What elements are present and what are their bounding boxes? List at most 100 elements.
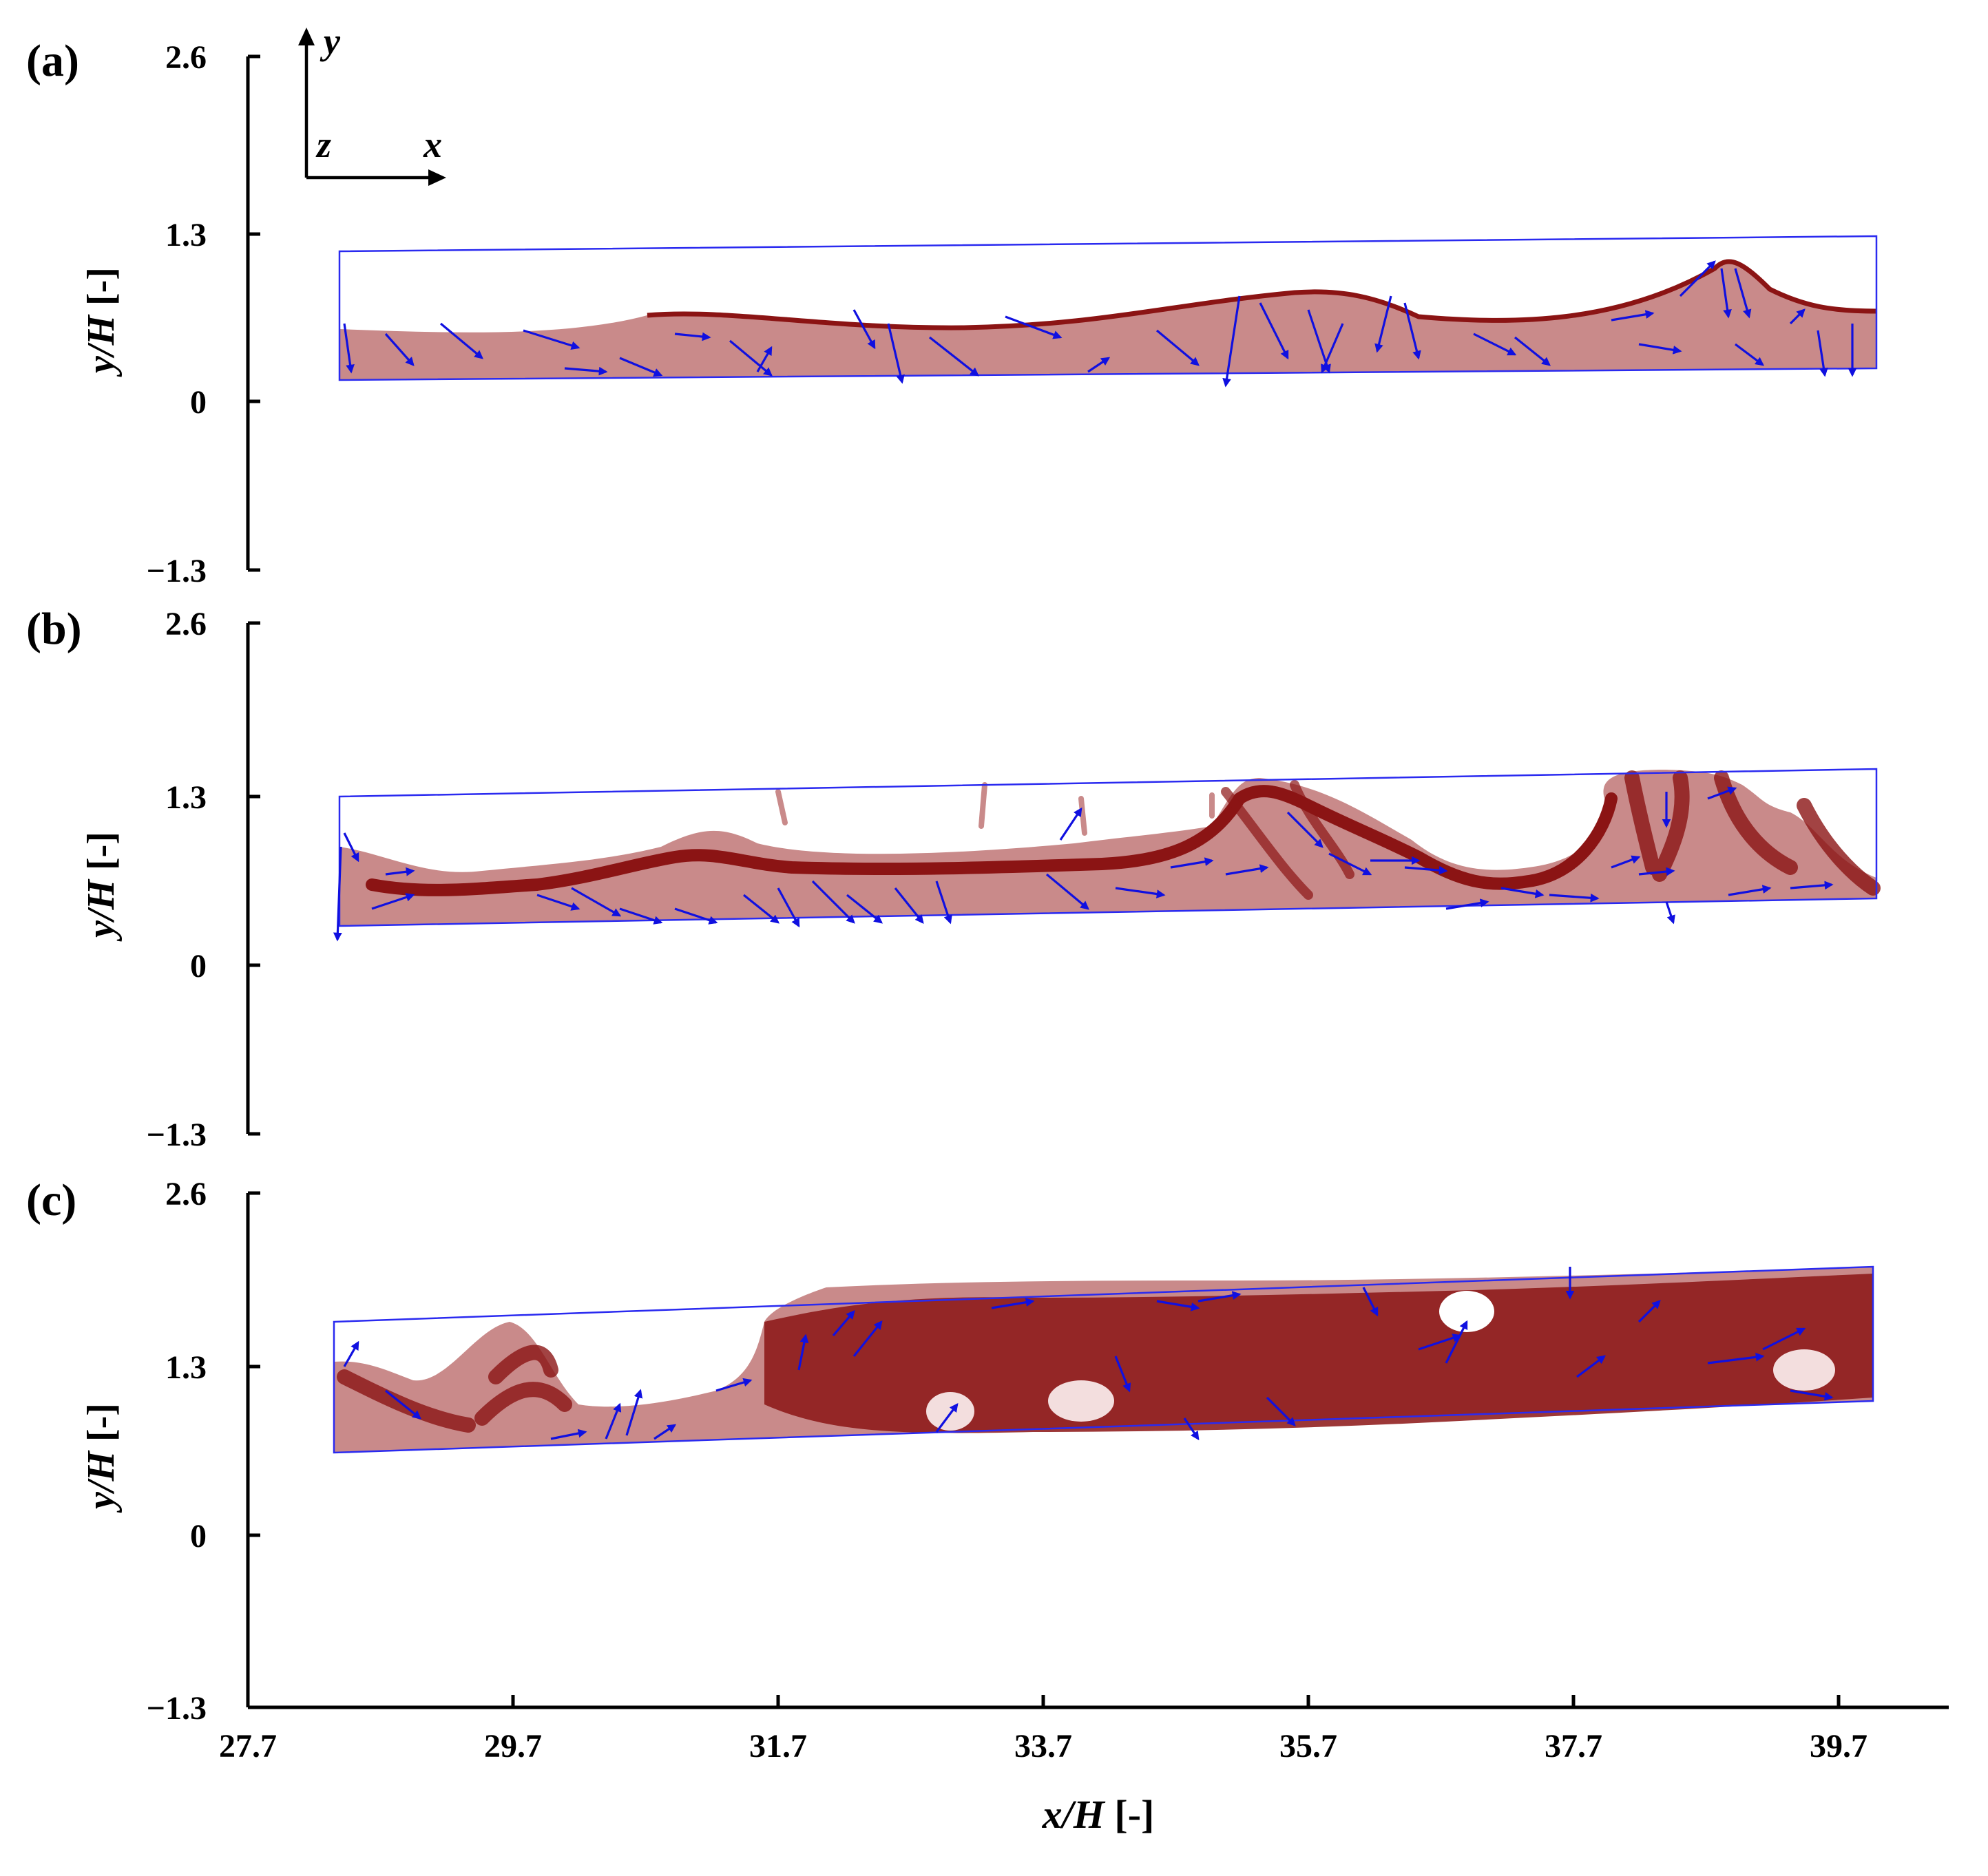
velocity-arrow (991, 1298, 1035, 1309)
velocity-arrow (1266, 1396, 1296, 1426)
velocity-arrow (619, 907, 663, 925)
panel-b-label: (b) (26, 604, 82, 654)
velocity-arrow (1611, 855, 1641, 869)
panel-c-ytick-label: 0 (190, 1518, 207, 1554)
velocity-arrow (1005, 315, 1063, 339)
velocity-arrow (1473, 333, 1517, 356)
panel-b-interface-band (366, 785, 1618, 896)
velocity-arrow (1362, 1287, 1379, 1317)
velocity-arrow (777, 887, 800, 928)
panel-a-ytick-label: 2.6 (165, 39, 207, 76)
velocity-arrow (935, 881, 952, 925)
svg-text:y/H [-]: y/H [-] (80, 267, 123, 377)
velocity-arrow (1286, 811, 1323, 848)
velocity-arrow (439, 322, 483, 359)
velocity-arrow (1374, 295, 1392, 353)
panel-b-droplets (775, 782, 1215, 836)
velocity-arrow (1222, 295, 1241, 388)
velocity-arrow (564, 366, 608, 376)
velocity-arrow (1445, 898, 1489, 910)
velocity-arrow (1817, 330, 1828, 377)
velocity-arrow (1638, 343, 1682, 355)
velocity-arrow (887, 323, 905, 384)
panel-a-ytick-label: −1.3 (147, 553, 207, 589)
panel-c-dense-region (764, 1274, 1873, 1433)
velocity-arrow (894, 887, 924, 924)
velocity-arrow (1259, 302, 1289, 360)
velocity-arrow (743, 894, 779, 924)
velocity-arrow (832, 1310, 855, 1337)
panel-c-void (926, 1392, 974, 1431)
panel-b-ytick-label: 0 (190, 948, 207, 984)
velocity-arrow (371, 893, 415, 910)
triad-y-label: y (320, 21, 341, 62)
velocity-arrow (523, 329, 580, 350)
velocity-arrow (1611, 310, 1655, 322)
panel-c-y-axis-title: y/H [-] (80, 1403, 123, 1513)
panel-b-y-axis-title: y/H [-] (80, 832, 123, 942)
velocity-arrow (1790, 1389, 1834, 1401)
velocity-arrow (1707, 1352, 1765, 1364)
panel-a-ytick-label: 0 (190, 384, 207, 421)
panel-c-domain-outline (333, 1265, 1874, 1454)
panel-c-void (1048, 1380, 1114, 1422)
panel-a-interface-line (647, 259, 1877, 330)
xtick-label: 37.7 (1545, 1728, 1602, 1764)
velocity-arrow (384, 333, 415, 366)
velocity-arrow (1087, 357, 1111, 373)
panel-a: (a) 2.6 1.3 0 −1.3 y/H [-] y z x (26, 21, 1878, 589)
velocity-arrow (1549, 893, 1600, 903)
velocity-arrow (1762, 1327, 1806, 1351)
velocity-arrow (1045, 873, 1089, 910)
velocity-arrow (1500, 887, 1545, 898)
velocity-arrow (1321, 323, 1344, 374)
panel-a-velocity-vectors (343, 260, 1857, 388)
velocity-arrow (343, 832, 359, 863)
velocity-arrow (605, 1402, 622, 1440)
velocity-arrow (1403, 302, 1421, 360)
velocity-arrow (674, 332, 711, 341)
svg-text:y/H [-]: y/H [-] (80, 1403, 123, 1513)
panel-c-ytick-label: 1.3 (165, 1349, 207, 1386)
panel-c-ytick-label: −1.3 (147, 1690, 207, 1727)
panel-b-ytick-label: −1.3 (147, 1117, 207, 1153)
panel-b-ligaments-mid (1221, 780, 1354, 900)
velocity-arrow (756, 346, 773, 372)
velocity-arrow (1735, 343, 1765, 366)
velocity-arrow (1789, 308, 1806, 325)
velocity-arrow (1638, 1300, 1661, 1323)
velocity-arrow (1638, 867, 1675, 876)
panel-b-velocity-vectors (333, 786, 1834, 942)
panel-a-domain-outline (338, 235, 1878, 381)
velocity-arrow (797, 1334, 809, 1371)
xtick-label: 27.7 (219, 1728, 277, 1764)
velocity-arrow (625, 1389, 643, 1436)
velocity-arrow (619, 357, 663, 377)
panel-a-label: (a) (26, 36, 79, 86)
panel-b: (b) 2.6 1.3 0 −1.3 y/H [-] (26, 604, 1881, 1153)
panel-c-label: (c) (26, 1175, 76, 1225)
panel-a-ytick-label: 1.3 (165, 217, 207, 253)
velocity-arrow (571, 887, 622, 917)
velocity-arrow (333, 846, 342, 942)
velocity-arrow (674, 907, 718, 925)
velocity-arrow (343, 323, 355, 374)
panel-c-void (1439, 1291, 1494, 1332)
velocity-arrow (550, 1429, 587, 1440)
velocity-arrow (1404, 865, 1448, 875)
panel-b-ytick-label: 2.6 (165, 606, 207, 642)
panel-b-ligaments (1624, 770, 1881, 896)
velocity-arrow (811, 880, 855, 924)
velocity-arrow (653, 1424, 677, 1440)
velocity-arrow (1170, 857, 1214, 869)
velocity-arrow (1790, 881, 1834, 890)
velocity-arrow (1576, 1355, 1607, 1378)
velocity-arrow (1114, 1356, 1131, 1393)
velocity-arrow (929, 336, 980, 377)
velocity-arrow (1514, 336, 1551, 366)
velocity-arrow (385, 867, 415, 876)
velocity-arrow (1679, 260, 1716, 297)
velocity-arrow (536, 894, 580, 911)
xtick-label: 35.7 (1279, 1728, 1337, 1764)
